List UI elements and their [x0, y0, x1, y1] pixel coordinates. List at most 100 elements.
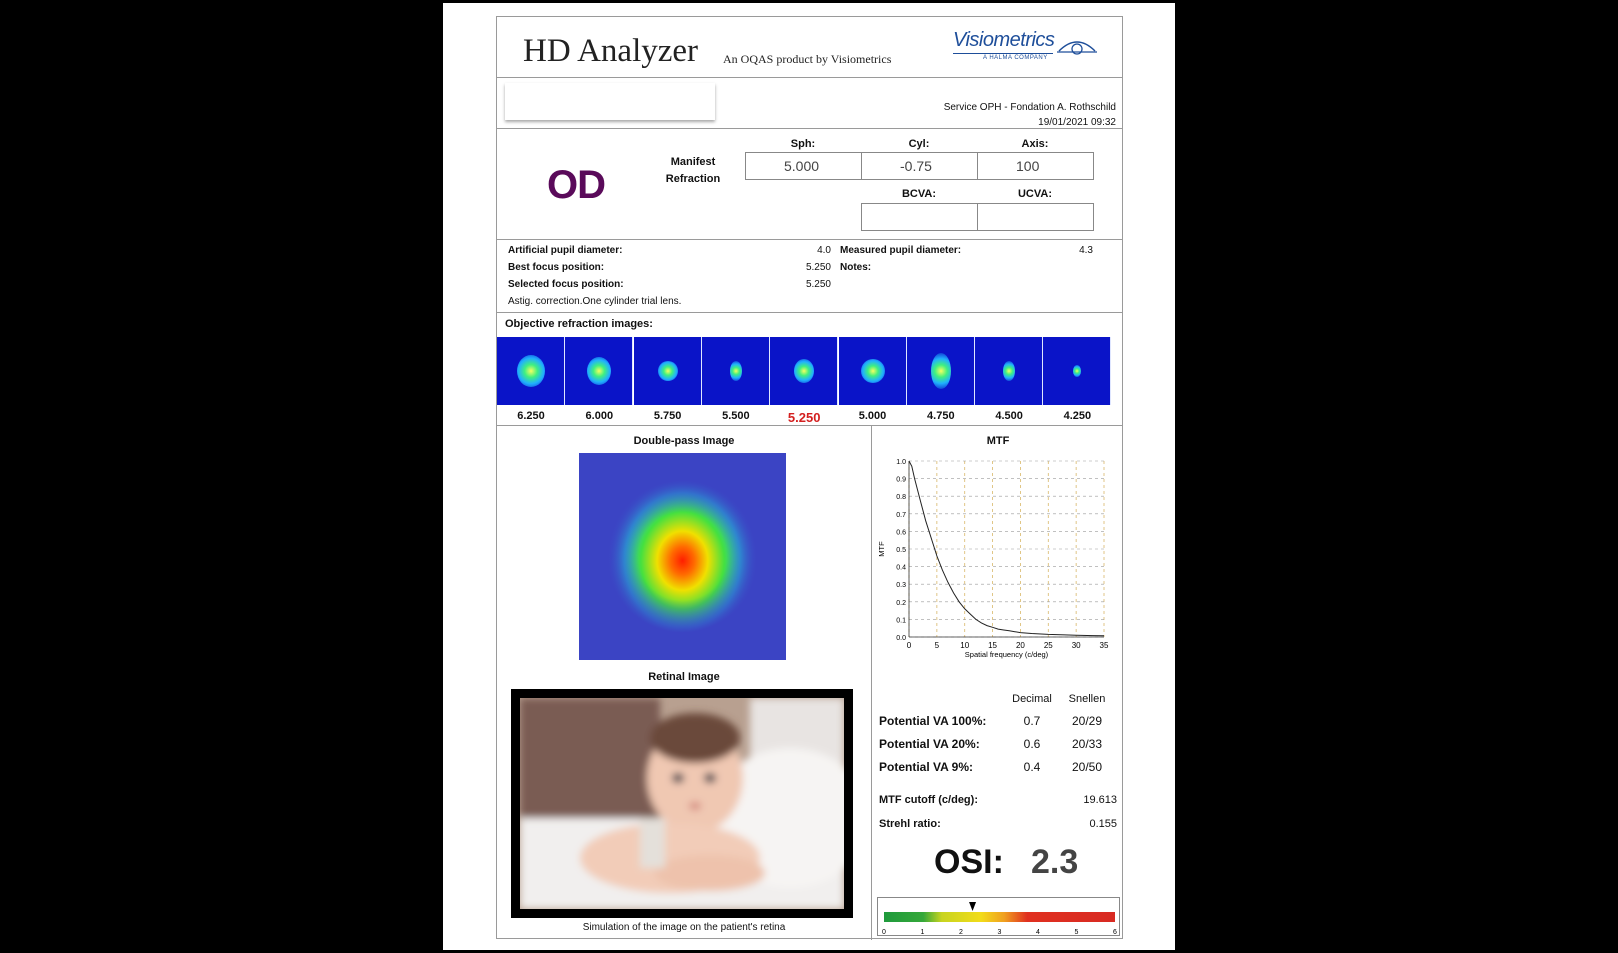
strehl-value: 0.155 — [1089, 818, 1117, 830]
double-pass-image — [579, 453, 786, 660]
osi-tick-label: 4 — [1036, 929, 1040, 936]
objective-image-label: 5.250 — [787, 410, 821, 425]
mtf-chart: 0 5 10 15 20 25 30 35 0.0 0.1 0.2 0.3 0.4 0.5 0.6 0.7 0.… — [877, 459, 1109, 659]
report-subtitle: An OQAS product by Visiometrics — [723, 52, 892, 66]
report-frame: HD Analyzer An OQAS product by Visiometr… — [496, 16, 1123, 940]
notes-label: Notes: — [840, 262, 872, 273]
mtf-cutoff-value: 19.613 — [1083, 794, 1117, 806]
va-row-label: Potential VA 9%: — [879, 760, 974, 774]
objective-image-label: 5.500 — [722, 410, 750, 422]
retinal-image-title: Retinal Image — [648, 671, 720, 683]
osi-tick-label: 2 — [959, 929, 963, 936]
focus-spot — [1003, 361, 1016, 381]
divider — [497, 128, 1122, 129]
mtf-chart-title: MTF — [986, 435, 1010, 447]
x-tick-label: 20 — [1016, 641, 1025, 650]
va-row-decimal: 0.4 — [1023, 760, 1041, 774]
objective-image-thumb — [633, 337, 702, 405]
x-axis-label: Spatial frequency (c/deg) — [965, 650, 1049, 659]
report-page: HD Analyzer An OQAS product by Visiometr… — [443, 3, 1175, 950]
osi-value: 2.3 — [1031, 843, 1079, 881]
objective-image-label: 5.750 — [653, 410, 682, 422]
divider — [871, 425, 872, 940]
objective-image-label: 4.250 — [1063, 410, 1092, 422]
osi-scale-box: 0 1 2 3 4 5 6 — [877, 897, 1120, 936]
logo-tagline: A HALMA COMPANY — [983, 55, 1048, 61]
x-tick-label: 15 — [988, 641, 997, 650]
x-tick-label: 5 — [935, 641, 940, 650]
osi-marker-icon — [969, 902, 977, 911]
y-tick-label: 0.2 — [896, 600, 906, 607]
focus-spot — [1073, 365, 1082, 377]
objective-image-label: 6.250 — [517, 410, 545, 422]
y-axis-label: MTF — [877, 541, 886, 557]
osi-label: OSI: — [934, 843, 1004, 881]
artificial-pupil-label: Artificial pupil diameter: — [508, 245, 623, 256]
strehl-label: Strehl ratio: — [879, 818, 941, 830]
focus-spot — [517, 355, 545, 387]
osi-tick-label: 3 — [998, 929, 1002, 936]
bcva-field — [861, 203, 978, 231]
blurred-baby-photo — [520, 698, 844, 909]
ucva-label: UCVA: — [1017, 188, 1052, 200]
objective-image-thumb — [497, 337, 565, 405]
x-tick-label: 30 — [1072, 641, 1081, 650]
axis-label: Axis: — [1021, 138, 1049, 150]
x-tick-label: 10 — [960, 641, 969, 650]
focus-spot — [794, 359, 815, 383]
eye-logo-icon — [1057, 41, 1097, 55]
y-tick-label: 0.9 — [896, 477, 906, 484]
va-row-label: Potential VA 100%: — [879, 714, 987, 728]
va-row-decimal: 0.6 — [1023, 737, 1041, 751]
manifest-label: Manifest — [670, 156, 716, 168]
y-tick-label: 0.8 — [896, 494, 906, 501]
y-tick-label: 1.0 — [896, 459, 906, 466]
refraction-label: Refraction — [665, 173, 721, 185]
divider — [497, 77, 1122, 78]
x-tick-label: 25 — [1044, 641, 1053, 650]
cyl-label: Cyl: — [908, 138, 930, 150]
bcva-label: BCVA: — [901, 188, 936, 200]
y-tick-label: 0.3 — [896, 582, 906, 589]
x-tick-label: 35 — [1100, 641, 1109, 650]
focus-spot — [657, 361, 678, 381]
y-tick-label: 0.5 — [896, 547, 906, 554]
x-tick-label: 0 — [907, 641, 912, 650]
osi-tick-label: 6 — [1113, 929, 1117, 936]
va-row-snellen: 20/29 — [1071, 714, 1103, 728]
va-col-snellen: Snellen — [1068, 693, 1106, 705]
objective-image-thumb — [838, 337, 907, 405]
va-row-label: Potential VA 20%: — [879, 737, 980, 751]
double-pass-title: Double-pass Image — [633, 435, 735, 447]
retinal-image-frame — [511, 689, 853, 918]
objective-image-label: 5.000 — [858, 410, 887, 422]
objective-image-thumb — [906, 337, 975, 405]
focus-spot — [860, 359, 885, 383]
objective-image-label: 4.500 — [995, 410, 1023, 422]
objective-image-label: 4.750 — [927, 410, 955, 422]
divider — [497, 312, 1122, 313]
focus-spot — [729, 361, 742, 381]
axis-field: 100 — [977, 152, 1094, 180]
objective-images-title: Objective refraction images: — [505, 318, 653, 330]
osi-tick-label: 1 — [921, 929, 925, 936]
y-tick-label: 0.6 — [896, 529, 906, 536]
objective-image-thumb — [565, 337, 634, 405]
retinal-image-caption: Simulation of the image on the patient's… — [582, 922, 786, 933]
objective-image-thumb — [1043, 337, 1112, 405]
divider — [497, 239, 1122, 240]
sph-label: Sph: — [790, 138, 816, 150]
report-datetime: 19/01/2021 09:32 — [1038, 117, 1116, 128]
visiometrics-logo: Visiometrics A HALMA COMPANY — [953, 29, 1103, 65]
ucva-field — [977, 203, 1094, 231]
eye-label: OD — [547, 163, 606, 207]
best-focus-label: Best focus position: — [508, 262, 605, 273]
measured-pupil-value: 4.3 — [1079, 245, 1093, 256]
objective-image-thumb — [701, 337, 770, 405]
focus-spot — [587, 357, 612, 385]
y-tick-label: 0.4 — [896, 565, 906, 572]
logo-text: Visiometrics — [953, 29, 1055, 51]
mtf-cutoff-label: MTF cutoff (c/deg): — [879, 794, 978, 806]
best-focus-value: 5.250 — [805, 262, 831, 273]
va-col-decimal: Decimal — [1012, 693, 1052, 705]
